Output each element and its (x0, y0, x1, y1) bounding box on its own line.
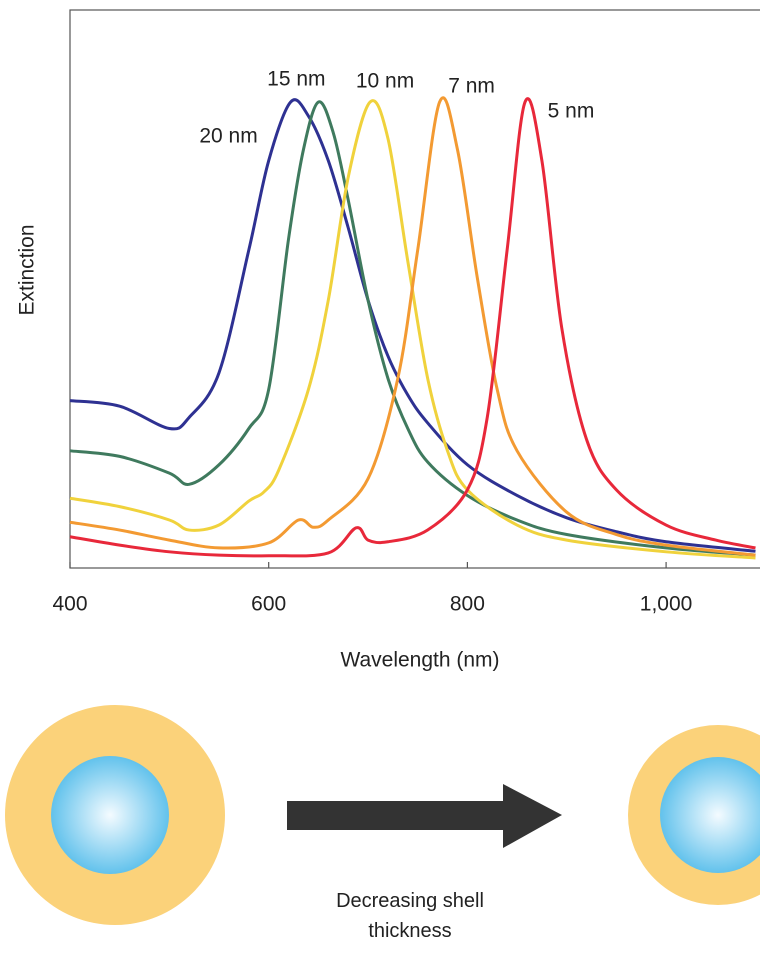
series-label: 7 nm (448, 75, 495, 98)
core (51, 756, 169, 874)
series-label: 15 nm (267, 68, 325, 91)
x-tick-label: 400 (52, 593, 87, 616)
x-axis-label: Wavelength (nm) (340, 649, 499, 672)
x-tick-label: 1,000 (640, 593, 693, 616)
large-particle (5, 705, 225, 925)
series-line (70, 99, 756, 556)
series-line (70, 98, 756, 555)
figure: Extinction Wavelength (nm) 400 600 800 1,00… (0, 0, 760, 955)
series-line (70, 101, 756, 558)
x-tick-label: 600 (251, 593, 286, 616)
arrow-head (503, 784, 562, 848)
caption: Decreasing shell thickness (300, 886, 520, 946)
small-particle (628, 725, 760, 905)
series-line (70, 100, 756, 552)
series-label: 20 nm (199, 125, 257, 148)
series-label: 10 nm (356, 70, 414, 93)
series-label: 5 nm (548, 100, 595, 123)
plot-frame (70, 10, 760, 568)
arrow-shaft (287, 801, 507, 830)
page: {"chart_data": {"type": "line", "x_label… (0, 0, 760, 955)
x-tick-label: 800 (450, 593, 485, 616)
arrow (287, 784, 562, 848)
series-line (70, 102, 756, 555)
y-axis-label: Extinction (16, 224, 39, 315)
